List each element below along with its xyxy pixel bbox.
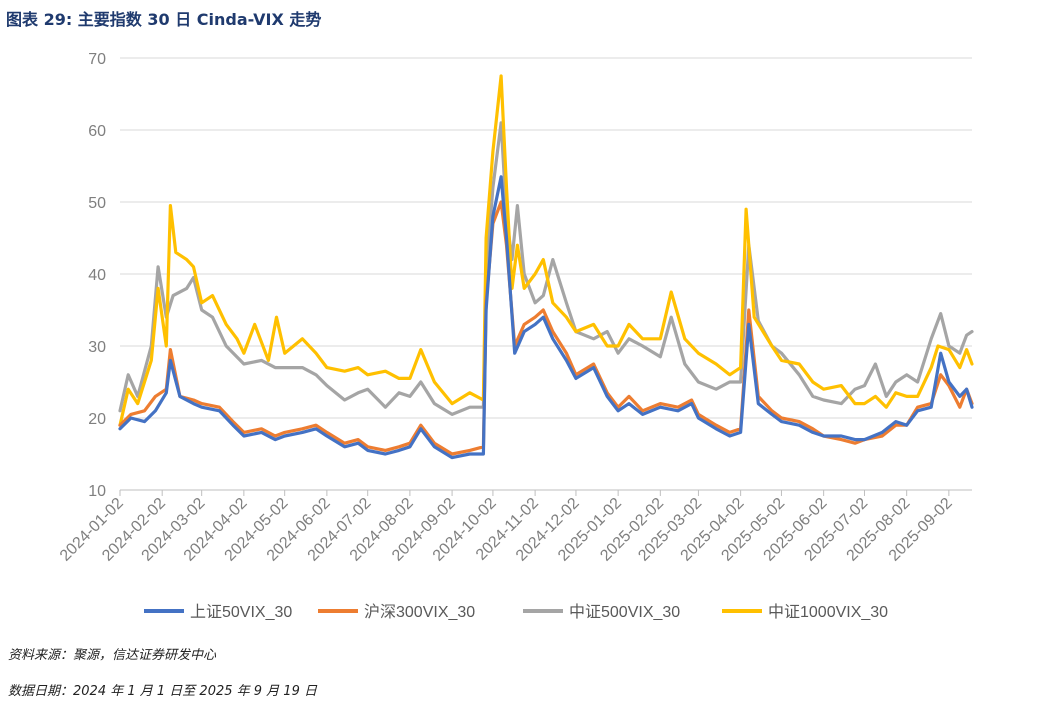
chart-title: 图表 29: 主要指数 30 日 Cinda-VIX 走势 [6,10,322,29]
y-tick-label: 40 [88,267,106,284]
legend: 上证50VIX_30 沪深300VIX_30 中证500VIX_30 中证1000VI… [144,603,888,621]
x-axis: 2024-01-022024-02-022024-03-022024-04-02… [57,489,972,565]
y-tick-label: 60 [88,123,106,140]
source-note: 资料来源：聚源，信达证券研发中心 [8,648,217,663]
legend-label: 中证1000VIX_30 [768,603,888,621]
legend-label: 上证50VIX_30 [190,603,292,621]
vix-line-chart: 10 20 30 40 50 60 70 2024-01-022024-02-022024-… [57,51,974,621]
series-line [118,200,974,456]
series-line [118,175,974,460]
series-line [118,74,974,427]
y-tick-label: 50 [88,195,106,212]
series-lines [118,74,974,460]
y-axis: 10 20 30 40 50 60 70 [88,51,106,500]
legend-label: 中证500VIX_30 [569,603,680,621]
y-tick-label: 70 [88,51,106,68]
series-line [118,121,974,416]
y-tick-label: 10 [88,483,106,500]
y-tick-label: 20 [88,411,106,428]
date-note: 数据日期：2024 年 1 月 1 日至 2025 年 9 月 19 日 [8,684,317,699]
y-tick-label: 30 [88,339,106,356]
legend-label: 沪深300VIX_30 [364,603,475,621]
